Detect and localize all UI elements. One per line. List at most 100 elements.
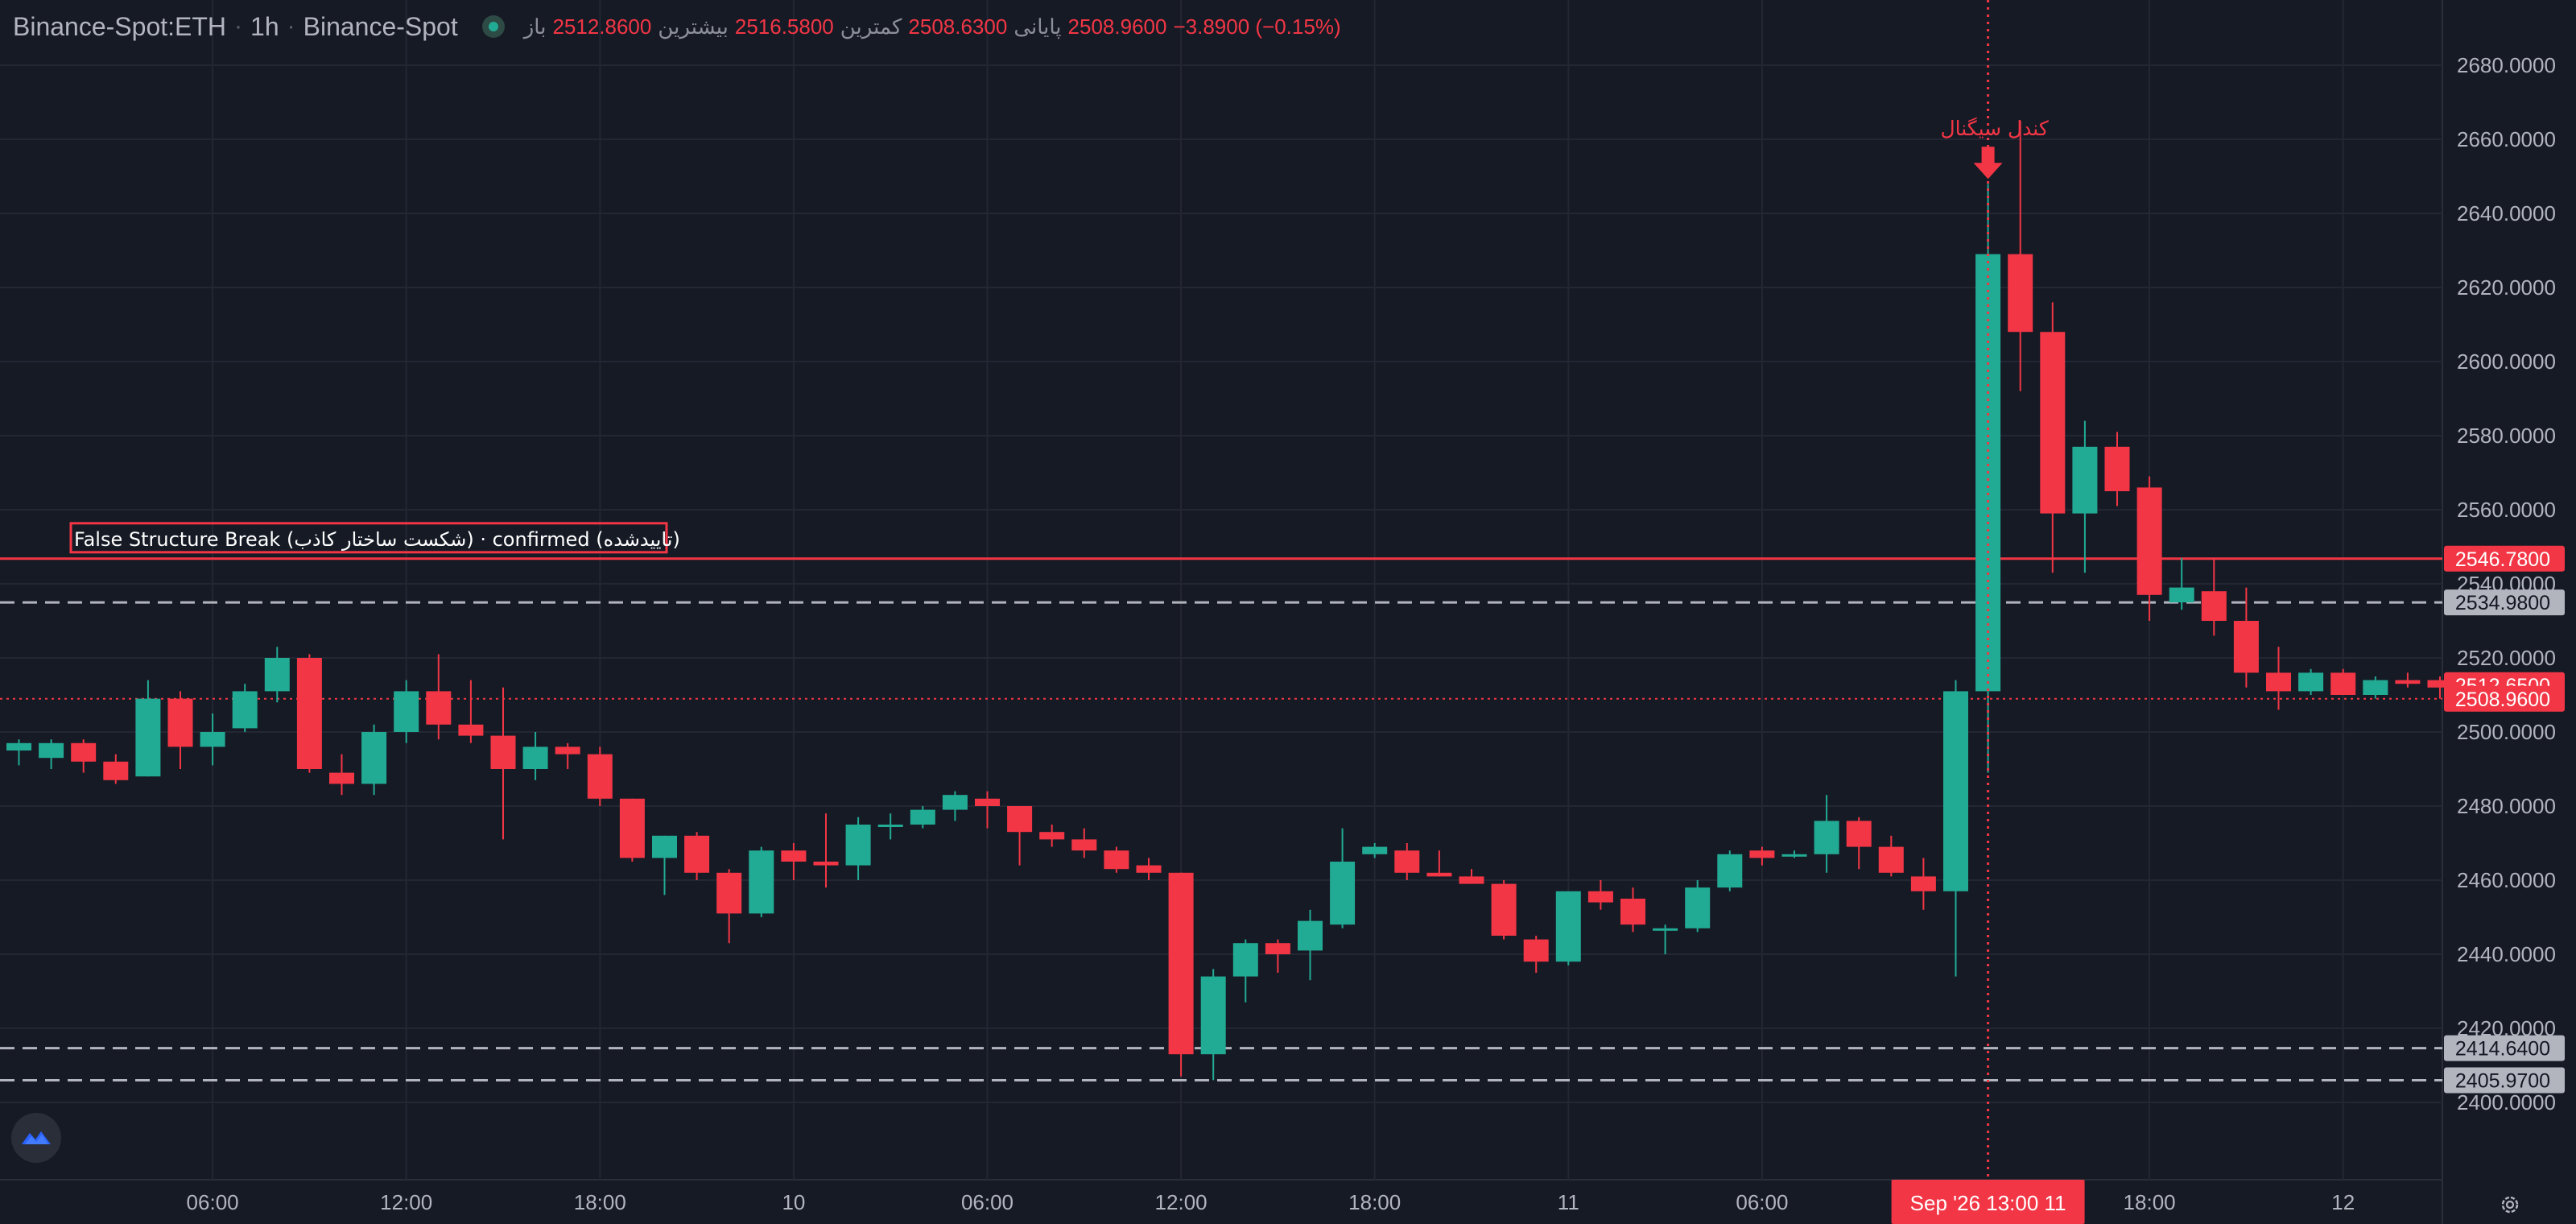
candle-bull xyxy=(845,825,871,866)
price-tag-label: 2405.9700 xyxy=(2455,1070,2550,1093)
x-tick-label: 12:00 xyxy=(1155,1190,1208,1214)
time-axis[interactable]: 06:00 12:00 18:00 10 06:00 12:00 18:00 11 06:00 1… xyxy=(187,1190,2355,1214)
y-tick-label: 2440.0000 xyxy=(2457,942,2556,966)
close-label: پایانی xyxy=(1013,14,1062,39)
y-tick-label: 2560.0000 xyxy=(2457,498,2556,522)
candle-bull xyxy=(135,698,161,777)
candle-bear xyxy=(426,691,452,725)
price-tag-label: 2414.6400 xyxy=(2455,1038,2550,1061)
candle-bear xyxy=(2008,254,2033,333)
candle-bull xyxy=(232,691,258,729)
candle-bear xyxy=(2233,621,2259,673)
annotations: کندل سیگنال False Structure Break (شکست س… xyxy=(69,117,2049,554)
candle-bull xyxy=(652,835,677,858)
x-tick-label: 18:00 xyxy=(2124,1190,2176,1214)
candle-bear xyxy=(781,850,807,862)
price-tag-box xyxy=(2444,545,2565,572)
x-tick-label: 06:00 xyxy=(961,1190,1013,1214)
y-tick-label: 2480.0000 xyxy=(2457,794,2556,818)
open-label: باز xyxy=(523,14,547,39)
close-value: 2508.9600 xyxy=(1067,14,1167,39)
candle-bull xyxy=(1814,821,1839,854)
signal-arrow-stem xyxy=(1981,147,1995,165)
candle-bull xyxy=(2072,446,2098,514)
candle-bull xyxy=(1685,887,1711,928)
candle-bull xyxy=(1200,976,1226,1055)
candle-bear xyxy=(1104,850,1129,870)
y-tick-label: 2580.0000 xyxy=(2457,424,2556,448)
candle-bull xyxy=(1943,691,1968,891)
candle-bull xyxy=(942,795,968,810)
candle-bear xyxy=(167,698,193,747)
candle-bear xyxy=(813,862,839,866)
y-tick-label: 2660.0000 xyxy=(2457,127,2556,151)
candle-bear xyxy=(1491,883,1517,936)
x-tick-label: 18:00 xyxy=(574,1190,626,1214)
candle-bear xyxy=(1007,806,1033,833)
candle-bull xyxy=(361,732,387,784)
candle-bear xyxy=(71,742,97,762)
candle-bear xyxy=(1846,821,1872,847)
logo-glyph xyxy=(22,1131,51,1144)
price-tag-box xyxy=(2444,685,2565,712)
candle-bear xyxy=(1910,876,1936,891)
ohlc-values: باز 2512.8600 بیشترین 2516.5800 کمترین 2… xyxy=(524,14,1341,39)
price-axis[interactable]: 2400.00002420.00002440.00002460.00002480… xyxy=(2457,53,2556,1114)
tradingview-cloud-icon[interactable] xyxy=(11,1113,61,1163)
x-tick-label: 18:00 xyxy=(1348,1190,1401,1214)
candle-bear xyxy=(296,658,322,769)
candle-bear xyxy=(1071,839,1097,851)
candle-bear xyxy=(1168,872,1194,1055)
y-tick-label: 2460.0000 xyxy=(2457,868,2556,892)
y-tick-label: 2520.0000 xyxy=(2457,646,2556,670)
change-value: −3.8900 (−0.15%) xyxy=(1173,14,1341,39)
candle-bear xyxy=(103,761,129,780)
symbol-header: Binance-Spot:ETH · 1h · Binance-Spot باز… xyxy=(0,0,1341,53)
crosshair-time-box xyxy=(1891,1180,2085,1224)
candle-bear xyxy=(716,872,742,914)
last-price-tag: 2508.9600 xyxy=(2455,688,2550,711)
low-value: 2508.6300 xyxy=(908,14,1008,39)
candle-bull xyxy=(200,732,225,747)
y-tick-label: 2620.0000 xyxy=(2457,275,2556,300)
header-separator: · xyxy=(234,13,243,39)
gear-icon[interactable] xyxy=(2494,1189,2526,1221)
candle-bear xyxy=(1620,899,1645,925)
candle-bear xyxy=(2040,332,2066,514)
price-tag-box xyxy=(2444,1067,2565,1094)
x-tick-label: 12 xyxy=(2331,1190,2355,1214)
symbol-name[interactable]: Binance-Spot:ETH xyxy=(13,11,227,41)
y-tick-label: 2640.0000 xyxy=(2457,201,2556,225)
price-labels: 2546.78002534.98002414.64002405.97002512… xyxy=(2444,545,2565,1094)
candle-bear xyxy=(555,746,580,755)
candle-bull xyxy=(1330,862,1356,925)
candle-bull xyxy=(1555,891,1581,962)
candle-bear xyxy=(1749,850,1775,858)
x-tick-label: 11 xyxy=(1558,1190,1579,1214)
open-value: 2512.8600 xyxy=(552,14,652,39)
x-tick-label: 10 xyxy=(782,1190,805,1214)
candle-bull xyxy=(749,850,774,914)
price-tag-box xyxy=(2444,589,2565,616)
candle-bull xyxy=(6,742,31,751)
candle-bear xyxy=(1523,939,1549,962)
candle-bull xyxy=(264,658,290,692)
candle-bear xyxy=(1136,865,1162,873)
candle-bear xyxy=(2104,446,2130,491)
candle-bear xyxy=(458,724,484,736)
candle-bull xyxy=(1717,854,1743,888)
x-tick-label: 06:00 xyxy=(187,1190,239,1214)
candle-bear xyxy=(1039,832,1065,840)
candles xyxy=(6,121,2485,1081)
candle-bear xyxy=(2136,487,2162,595)
high-label: بیشترین xyxy=(658,14,729,39)
candle-bear xyxy=(329,772,354,784)
candle-bull xyxy=(1653,928,1678,931)
signal-arrow-icon xyxy=(1973,163,2003,180)
candle-bull xyxy=(2169,587,2194,602)
interval-label[interactable]: 1h xyxy=(250,11,279,41)
candle-bull xyxy=(1298,920,1323,951)
